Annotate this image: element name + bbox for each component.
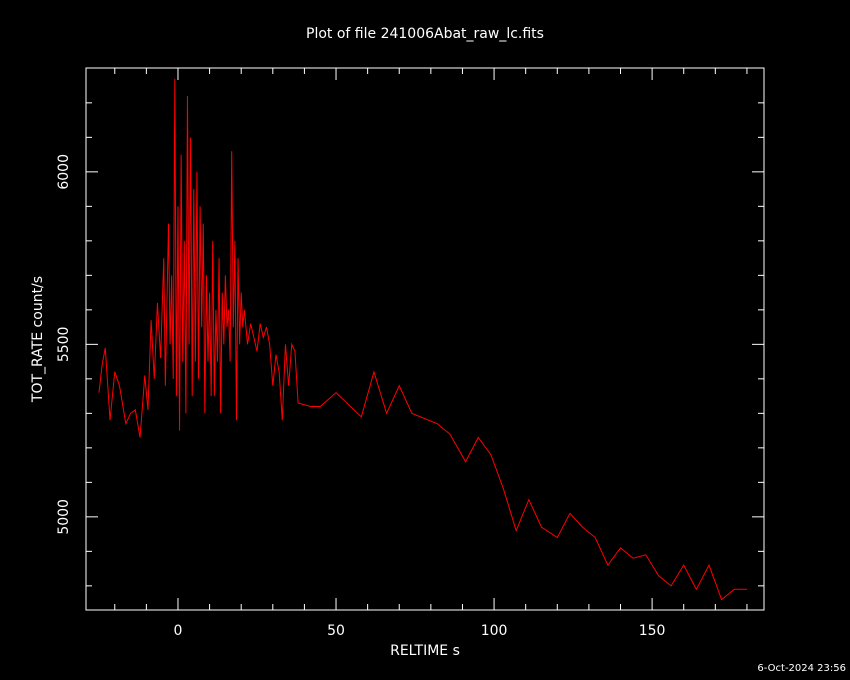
x-tick-label: 100 bbox=[481, 623, 508, 639]
x-axis-label: RELTIME s bbox=[390, 643, 460, 659]
y-axis-label: TOT_RATE count/s bbox=[30, 276, 46, 403]
timestamp: 6-Oct-2024 23:56 bbox=[757, 663, 846, 674]
plot-frame bbox=[85, 67, 765, 611]
y-tick-label: 5500 bbox=[56, 327, 72, 363]
data-line bbox=[98, 78, 747, 601]
y-tick-label: 6000 bbox=[56, 154, 72, 190]
x-tick-label: 0 bbox=[174, 623, 183, 639]
y-tick-label: 5000 bbox=[56, 499, 72, 535]
x-tick-label: 150 bbox=[639, 623, 666, 639]
x-tick-label: 50 bbox=[327, 623, 345, 639]
chart-title: Plot of file 241006Abat_raw_lc.fits bbox=[306, 26, 544, 42]
